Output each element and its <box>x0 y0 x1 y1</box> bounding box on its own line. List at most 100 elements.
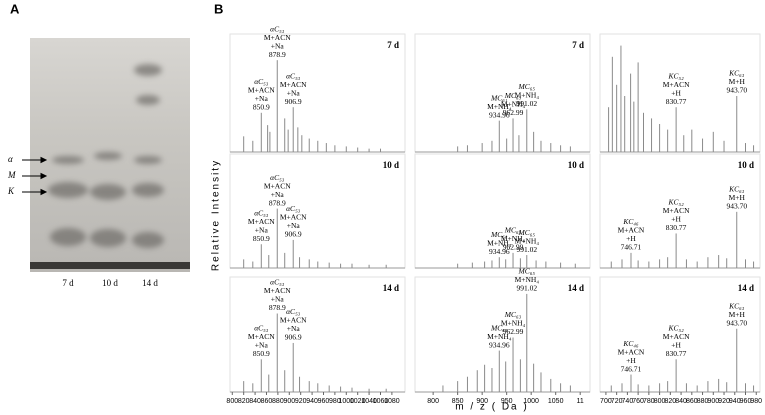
peak-annotation: 934.96 <box>489 340 510 349</box>
peak-annotation: 830.77 <box>666 223 687 232</box>
peak-annotation: +Na <box>255 341 269 350</box>
peak-annotation: αC₅₃ <box>270 24 285 33</box>
x-tick-label: 800 <box>654 398 666 405</box>
x-tick-label: 1080 <box>384 398 400 405</box>
peak-annotation: MC₆₅ <box>518 228 536 237</box>
peak-annotation: KC₄₆ <box>622 217 639 226</box>
x-tick-label: 960 <box>740 398 752 405</box>
peak-annotation: +H <box>671 341 681 350</box>
peak-annotation: +H <box>671 215 681 224</box>
peak-annotation: M+ACN <box>264 286 291 295</box>
x-tick-label: 920 <box>718 398 730 405</box>
peak-annotation: 850.9 <box>253 103 270 112</box>
peak-annotation: MC₆₁ <box>490 323 508 332</box>
band-label: α <box>8 154 13 164</box>
peak-annotation: M+NH₄ <box>487 332 512 341</box>
panel-label: B <box>214 1 223 16</box>
peak-annotation: M+H <box>729 193 746 202</box>
x-tick-label: 840 <box>675 398 687 405</box>
peak-annotation: M+NH₄ <box>515 236 540 245</box>
peak-annotation: M+NH₄ <box>501 234 526 243</box>
peak-annotation: MC₆₃ <box>504 310 522 319</box>
peak-annotation: M+ACN <box>264 181 291 190</box>
peak-annotation: 962.99 <box>503 108 524 117</box>
peak-annotation: M+H <box>729 310 746 319</box>
x-tick-label: 1040 <box>361 398 377 405</box>
x-tick-label: 850 <box>452 398 464 405</box>
spectrum-title: 7 d <box>572 40 584 50</box>
gel <box>30 38 190 272</box>
x-tick-label: 920 <box>295 398 307 405</box>
x-tick-label: 760 <box>632 398 644 405</box>
peak-annotation: +H <box>671 88 681 97</box>
x-tick-label: 940 <box>306 398 318 405</box>
spectrum-title: 10 d <box>568 160 584 170</box>
band-arrows <box>22 156 48 196</box>
band-label: M <box>7 170 16 180</box>
peak-annotation: M+ACN <box>280 80 307 89</box>
peak-annotation: M+ACN <box>663 206 690 215</box>
band-label: K <box>7 186 15 196</box>
peak-annotation: αC₅₃ <box>270 173 285 182</box>
peak-annotation: +Na <box>255 225 269 234</box>
peak-annotation: 991.02 <box>516 245 537 254</box>
peak-annotation: +Na <box>271 190 285 199</box>
x-tick-label: 860 <box>686 398 698 405</box>
x-tick-label: 720 <box>611 398 623 405</box>
peak-annotation: MC₆₁ <box>490 93 508 102</box>
lane-label: 7 d <box>62 278 74 288</box>
peak-annotation: M+NH₄ <box>515 91 540 100</box>
peak-annotation: M+NH₄ <box>487 102 512 111</box>
y-axis-label: Relative Intensity <box>211 159 222 271</box>
spectrum-title: 10 d <box>738 160 754 170</box>
peak-annotation: +Na <box>271 295 285 304</box>
peak-annotation: 878.9 <box>269 303 286 312</box>
peak-annotation: M+ACN <box>280 316 307 325</box>
peak-annotation: 830.77 <box>666 349 687 358</box>
x-tick-label: 700 <box>600 398 612 405</box>
peak-annotation: KC₆₃ <box>728 301 745 310</box>
x-tick-label: 780 <box>643 398 655 405</box>
peak-annotation: 850.9 <box>253 234 270 243</box>
spectrum-title: 14 d <box>383 283 399 293</box>
peak-annotation: αC₅₃ <box>254 208 269 217</box>
peak-annotation: M+ACN <box>248 217 275 226</box>
peak-annotation: 746.71 <box>621 364 642 373</box>
x-tick-label: 740 <box>622 398 634 405</box>
x-tick-label: 11 <box>577 398 584 405</box>
peak-annotation: M+ACN <box>280 213 307 222</box>
x-tick-label: 950 <box>501 398 513 405</box>
x-tick-label: 960 <box>318 398 330 405</box>
peak-annotation: 746.71 <box>621 243 642 252</box>
peak-annotation: M+NH₄ <box>501 319 526 328</box>
peak-annotation: KC₅₂ <box>668 71 685 80</box>
peak-annotation: +H <box>626 356 636 365</box>
peak-annotation: 934.96 <box>489 110 510 119</box>
peak-annotation: 943.70 <box>726 202 747 211</box>
x-tick-label: 840 <box>249 398 261 405</box>
lane-label: 10 d <box>102 278 118 288</box>
peak-annotation: KC₆₃ <box>728 69 745 78</box>
lane-label: 14 d <box>142 278 158 288</box>
peak-annotation: M+ACN <box>663 80 690 89</box>
peak-annotation: M+ACN <box>618 226 645 235</box>
peak-annotation: 991.02 <box>516 99 537 108</box>
spectrum-title: 7 d <box>387 40 399 50</box>
peak-annotation: 878.9 <box>269 198 286 207</box>
peak-annotation: MC₆₅ <box>518 82 536 91</box>
peak-annotation: 906.9 <box>285 230 302 239</box>
x-tick-label: 900 <box>707 398 719 405</box>
x-axis-label: m / z ( Da ) <box>455 402 528 413</box>
peak-annotation: +Na <box>255 94 269 103</box>
panel-label: A <box>10 1 20 16</box>
x-tick-label: 1060 <box>373 398 389 405</box>
peak-annotation: 830.77 <box>666 97 687 106</box>
x-tick-label: 1000 <box>338 398 354 405</box>
peak-annotation: αC₅₃ <box>286 307 301 316</box>
x-tick-label: 1020 <box>350 398 366 405</box>
peak-annotation: 962.99 <box>503 327 524 336</box>
peak-annotation: KC₄₆ <box>622 339 639 348</box>
x-tick-label: 1000 <box>523 398 539 405</box>
peak-annotation: MC₆₅ <box>518 267 536 276</box>
